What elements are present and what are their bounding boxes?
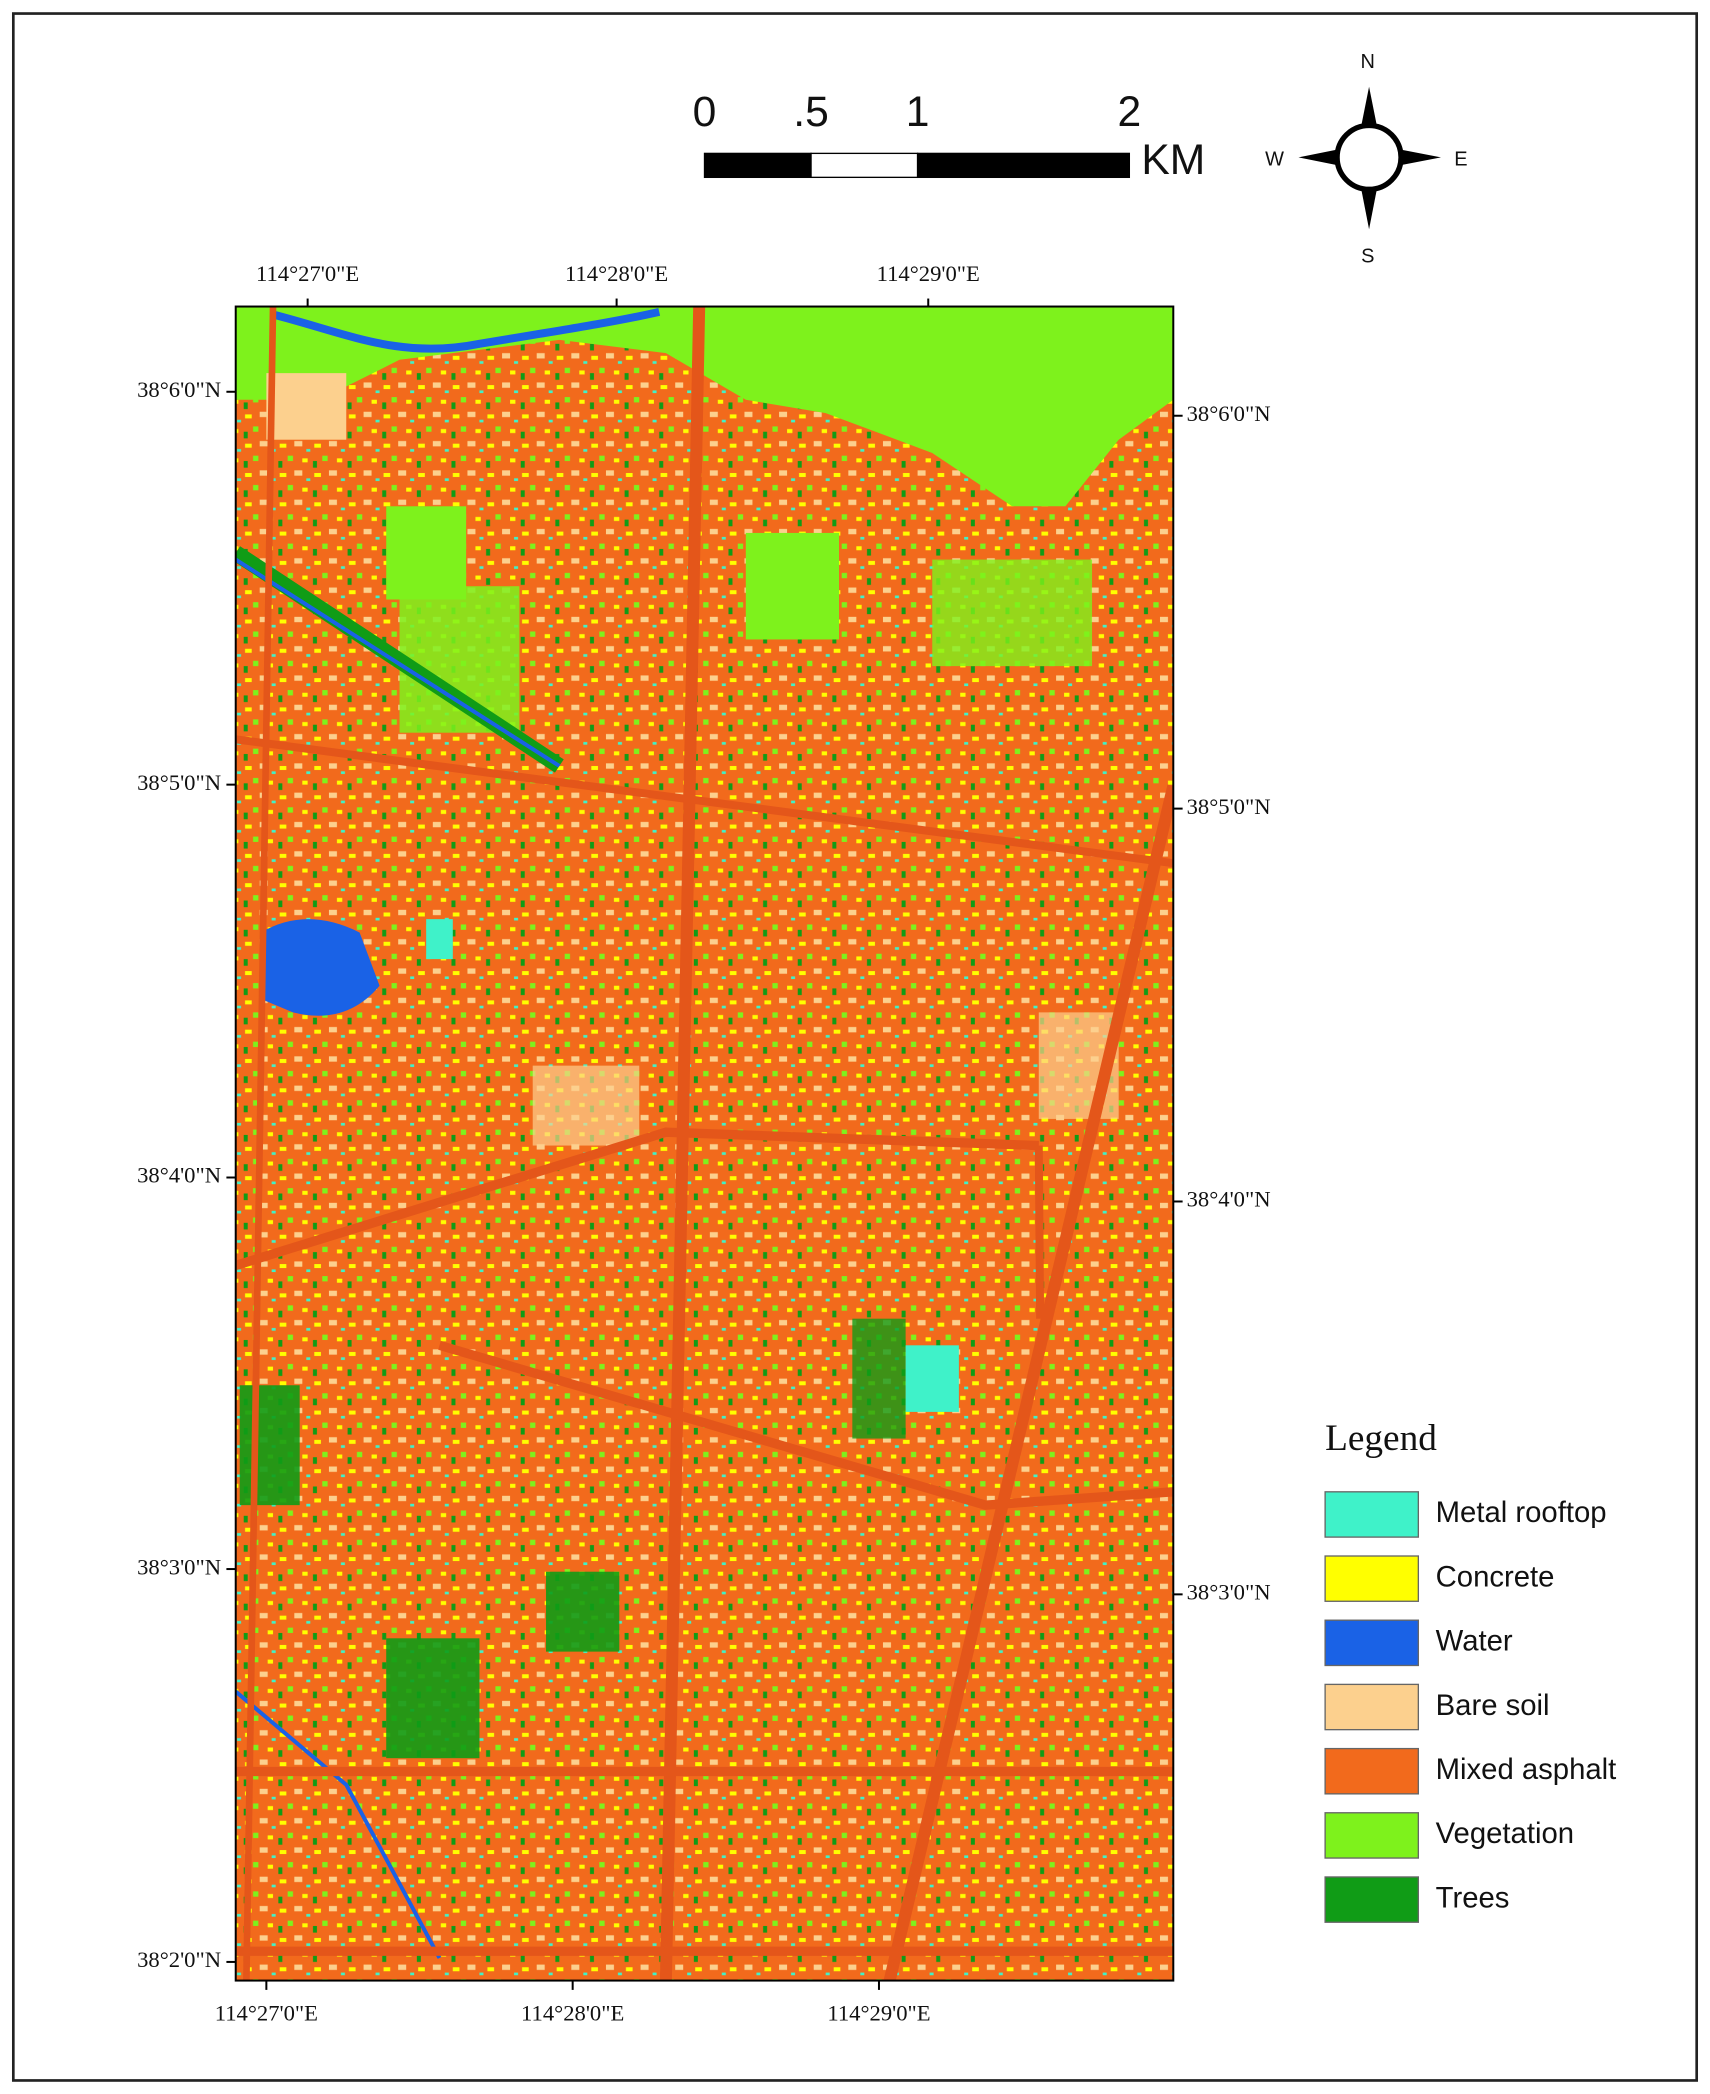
scale-label: 0 (693, 88, 717, 136)
legend-swatch (1324, 1619, 1420, 1667)
scale-label: 2 (1117, 88, 1141, 136)
bottom-coordinate: 114°28'0"E (521, 2000, 624, 2025)
compass-point (1298, 148, 1346, 167)
outer-border (11, 12, 1699, 2082)
legend-swatch (1324, 1683, 1420, 1731)
legend-swatch (1324, 1747, 1420, 1795)
right-coordinate: 38°5'0"N (1187, 794, 1271, 819)
road (659, 306, 706, 1981)
left-coordinate: 38°4'0"N (137, 1163, 221, 1188)
compass-point (1359, 181, 1379, 230)
compass-label: N (1361, 51, 1375, 73)
road (235, 1127, 1039, 1270)
top-coordinate: 114°27'0"E (256, 261, 359, 286)
classification-map (235, 306, 1174, 1981)
vegetation-area (235, 306, 1174, 507)
lake (261, 919, 380, 1016)
scale-unit: KM (1141, 136, 1205, 184)
legend-label: Mixed asphalt (1436, 1753, 1617, 1786)
trees-area (386, 1638, 480, 1759)
top-coordinate: 114°29'0"E (877, 261, 980, 286)
compass-point (1393, 148, 1441, 167)
soil-area (532, 1065, 640, 1146)
vegetation-area (932, 559, 1093, 667)
soil-area (266, 373, 347, 440)
road (243, 306, 277, 1981)
canal (235, 1690, 442, 1959)
rooftop-area (905, 1345, 959, 1412)
north-arrow: N S W E (1265, 51, 1468, 267)
scale-segment (810, 152, 919, 179)
road-network (235, 306, 1174, 1981)
legend-label: Metal rooftop (1436, 1496, 1607, 1529)
canal (235, 557, 561, 768)
legend-swatch (1324, 1812, 1420, 1859)
right-coordinate: 38°4'0"N (1187, 1187, 1271, 1212)
compass-point (1359, 86, 1379, 134)
left-coordinate: 38°5'0"N (137, 770, 221, 795)
road (883, 784, 1174, 1981)
vegetation-area (386, 506, 467, 600)
scale-bar: 0 .5 1 2 KM (693, 88, 1206, 184)
road (1034, 1145, 1045, 1319)
legend-title: Legend (1325, 1418, 1437, 1459)
river (272, 307, 661, 353)
right-coordinate: 38°6'0"N (1187, 401, 1271, 426)
coordinate-labels: 114°27'0"E 114°28'0"E 114°29'0"E 114°27'0"E… (137, 261, 1270, 2025)
trees-area (239, 1385, 300, 1506)
road (438, 1340, 1174, 1510)
map-frame (234, 305, 1175, 1982)
scale-label: 1 (906, 88, 930, 136)
legend-label: Concrete (1436, 1560, 1555, 1593)
compass-label: E (1454, 148, 1467, 170)
bottom-coordinate: 114°27'0"E (215, 2000, 318, 2025)
rooftop-area (426, 919, 453, 960)
left-coordinate: 38°3'0"N (137, 1554, 221, 1579)
compass-label: W (1265, 148, 1284, 170)
scale-label: .5 (793, 88, 829, 136)
bottom-coordinate: 114°29'0"E (827, 2000, 930, 2025)
left-coordinate: 38°2'0"N (137, 1947, 221, 1972)
trees-area (546, 1571, 620, 1652)
legend: Legend Metal rooftop Concrete Water Bare so… (1324, 1418, 1617, 1923)
left-coordinate: 38°6'0"N (137, 377, 221, 402)
legend-label: Bare soil (1436, 1689, 1550, 1722)
vegetation-area (745, 532, 840, 640)
road (235, 735, 1174, 868)
legend-swatch (1324, 1555, 1420, 1602)
legend-swatch (1324, 1491, 1420, 1538)
trees-area (852, 1318, 906, 1439)
compass-label: S (1361, 246, 1374, 268)
scale-segment (703, 152, 812, 179)
scale-segment (916, 152, 1131, 179)
legend-label: Trees (1436, 1881, 1510, 1914)
compass-ring (1334, 122, 1404, 193)
vegetation-area (399, 586, 520, 733)
right-coordinate: 38°3'0"N (1187, 1580, 1271, 1605)
legend-label: Water (1436, 1625, 1513, 1658)
top-coordinate: 114°28'0"E (565, 261, 668, 286)
legend-label: Vegetation (1436, 1817, 1574, 1850)
legend-swatch (1324, 1876, 1420, 1923)
